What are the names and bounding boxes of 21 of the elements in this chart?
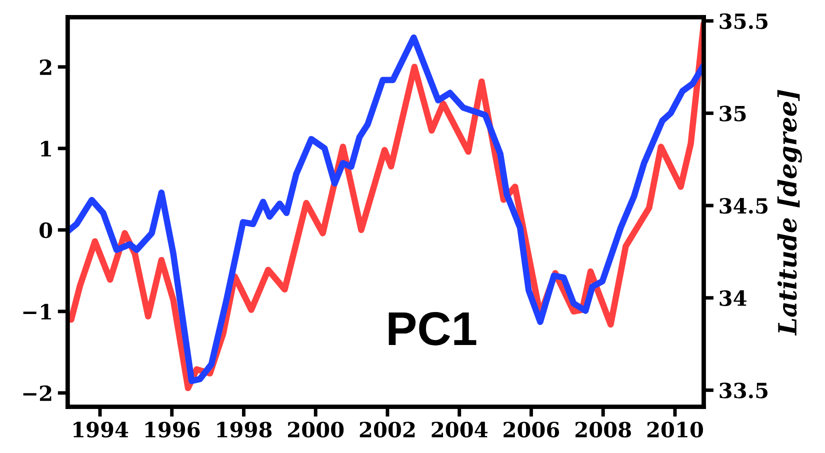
y-tick-label: 0 — [40, 222, 52, 238]
x-tick-label: 2000 — [288, 422, 344, 438]
x-tick-label: 2010 — [647, 422, 703, 438]
x-tick-label: 2002 — [360, 422, 415, 438]
x-tick-label: 2004 — [432, 422, 488, 438]
y-tick-label: −2 — [23, 385, 52, 401]
x-tick-label: 1996 — [145, 422, 200, 438]
y2-axis-title: Latitude [degree] — [777, 90, 802, 336]
y2-tick-label: 34 — [720, 290, 746, 306]
y-tick-label: 1 — [41, 140, 51, 156]
annotation: PC1 — [388, 312, 476, 346]
y2-tick-label: 35 — [720, 106, 746, 122]
y-tick-label: −1 — [23, 304, 51, 320]
x-tick-label: 1994 — [74, 422, 128, 438]
y2-tick-label: 35.5 — [720, 13, 768, 30]
x-tick-label: 2008 — [576, 422, 631, 438]
x-tick-label: 1998 — [217, 422, 272, 438]
y2-tick-label: 33.5 — [720, 382, 768, 398]
y-tick-label: 2 — [40, 59, 52, 75]
y2-tick-label: 34.5 — [720, 198, 768, 214]
x-tick-label: 2006 — [504, 422, 560, 438]
